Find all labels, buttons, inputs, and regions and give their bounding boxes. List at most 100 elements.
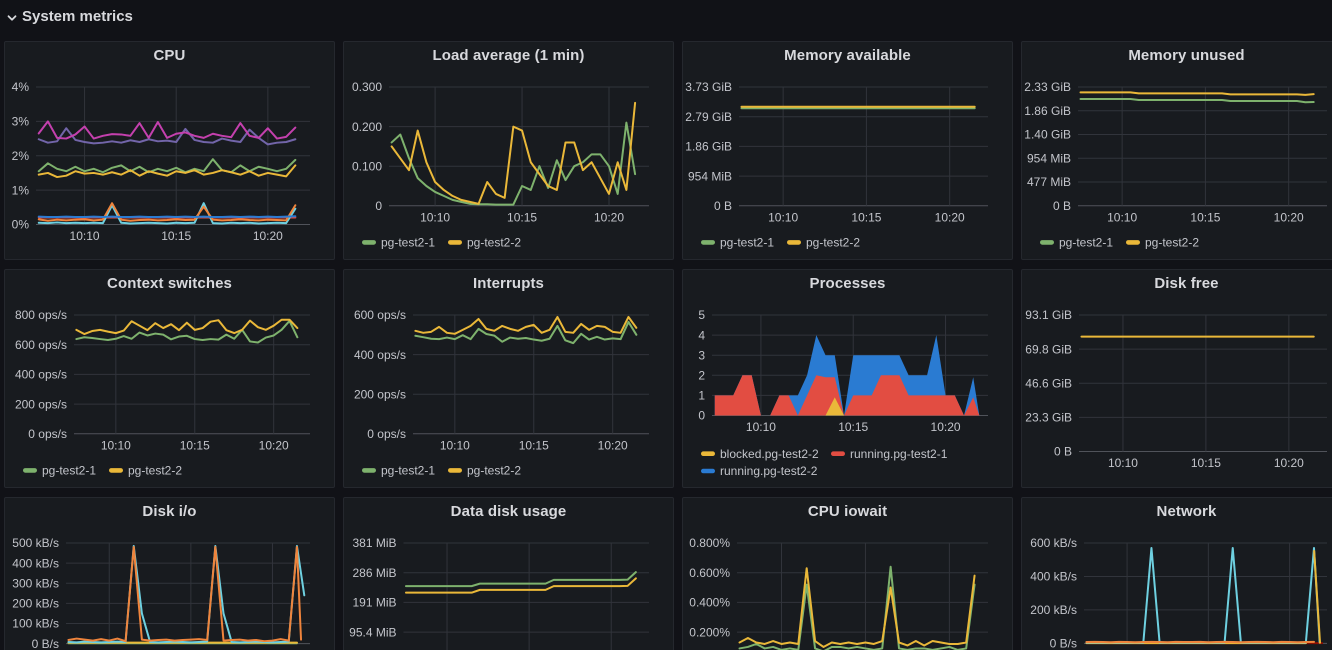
svg-text:0%: 0% xyxy=(12,218,30,232)
svg-text:477 MiB: 477 MiB xyxy=(1027,175,1071,189)
svg-text:0.400%: 0.400% xyxy=(689,596,730,610)
svg-text:0: 0 xyxy=(698,409,705,423)
svg-text:pg-test2-2: pg-test2-2 xyxy=(128,464,182,478)
svg-text:0.200%: 0.200% xyxy=(689,625,730,639)
svg-text:69.8 GiB: 69.8 GiB xyxy=(1025,342,1072,356)
svg-text:191 MiB: 191 MiB xyxy=(352,596,396,610)
svg-text:400 kB/s: 400 kB/s xyxy=(1030,570,1077,584)
svg-text:600 kB/s: 600 kB/s xyxy=(1030,536,1077,550)
svg-text:10:10: 10:10 xyxy=(70,229,100,243)
svg-text:1.40 GiB: 1.40 GiB xyxy=(1024,128,1071,142)
svg-text:10:15: 10:15 xyxy=(519,439,549,453)
svg-text:400 ops/s: 400 ops/s xyxy=(15,368,67,382)
svg-text:10:10: 10:10 xyxy=(746,420,776,434)
svg-text:pg-test2-1: pg-test2-1 xyxy=(42,464,96,478)
svg-text:200 ops/s: 200 ops/s xyxy=(354,387,406,401)
svg-text:200 kB/s: 200 kB/s xyxy=(1030,603,1077,617)
svg-text:pg-test2-2: pg-test2-2 xyxy=(806,236,860,250)
svg-text:10:10: 10:10 xyxy=(768,211,798,225)
svg-text:0.300: 0.300 xyxy=(352,80,382,94)
svg-text:954 MiB: 954 MiB xyxy=(688,169,732,183)
svg-text:10:20: 10:20 xyxy=(1274,456,1304,470)
svg-text:400 kB/s: 400 kB/s xyxy=(12,556,59,570)
svg-text:0 B: 0 B xyxy=(1053,199,1071,213)
svg-text:1.86 GiB: 1.86 GiB xyxy=(685,140,732,154)
svg-text:0 B: 0 B xyxy=(1054,445,1072,459)
svg-text:400 ops/s: 400 ops/s xyxy=(354,348,406,362)
svg-text:1.86 GiB: 1.86 GiB xyxy=(1024,104,1071,118)
svg-text:10:20: 10:20 xyxy=(257,648,287,650)
svg-text:10:10: 10:10 xyxy=(440,439,470,453)
svg-text:10:15: 10:15 xyxy=(180,439,210,453)
svg-text:2: 2 xyxy=(698,369,705,383)
svg-text:46.6 GiB: 46.6 GiB xyxy=(1025,376,1072,390)
svg-text:pg-test2-2: pg-test2-2 xyxy=(467,236,521,250)
svg-text:10:15: 10:15 xyxy=(1191,456,1221,470)
svg-text:10:15: 10:15 xyxy=(176,648,206,650)
svg-text:0 ops/s: 0 ops/s xyxy=(28,427,67,441)
svg-text:blocked.pg-test2-2: blocked.pg-test2-2 xyxy=(720,447,819,461)
svg-text:10:20: 10:20 xyxy=(931,420,961,434)
svg-text:600 ops/s: 600 ops/s xyxy=(15,338,67,352)
svg-text:286 MiB: 286 MiB xyxy=(352,566,396,580)
svg-text:10:10: 10:10 xyxy=(1108,456,1138,470)
svg-text:10:20: 10:20 xyxy=(253,229,283,243)
svg-text:10:15: 10:15 xyxy=(851,211,881,225)
svg-text:10:20: 10:20 xyxy=(259,439,289,453)
svg-text:4: 4 xyxy=(698,328,705,342)
svg-text:500 kB/s: 500 kB/s xyxy=(12,536,59,550)
svg-text:3%: 3% xyxy=(12,115,30,129)
svg-text:0 B/s: 0 B/s xyxy=(32,637,59,650)
svg-text:200 kB/s: 200 kB/s xyxy=(12,597,59,611)
svg-text:95.4 MiB: 95.4 MiB xyxy=(349,625,396,639)
svg-text:3: 3 xyxy=(698,348,705,362)
svg-text:93.1 GiB: 93.1 GiB xyxy=(1025,308,1072,322)
svg-text:10:10: 10:10 xyxy=(94,648,124,650)
svg-text:1%: 1% xyxy=(12,183,30,197)
svg-text:200 ops/s: 200 ops/s xyxy=(15,397,67,411)
svg-text:954 MiB: 954 MiB xyxy=(1027,151,1071,165)
svg-text:1: 1 xyxy=(698,389,705,403)
svg-text:running.pg-test2-1: running.pg-test2-1 xyxy=(850,447,948,461)
svg-text:4%: 4% xyxy=(12,80,30,94)
svg-text:0 B: 0 B xyxy=(714,199,732,213)
svg-text:pg-test2-1: pg-test2-1 xyxy=(381,464,435,478)
svg-text:300 kB/s: 300 kB/s xyxy=(12,576,59,590)
svg-text:10:10: 10:10 xyxy=(420,211,450,225)
svg-text:10:15: 10:15 xyxy=(1193,648,1223,650)
svg-text:10:20: 10:20 xyxy=(935,211,965,225)
svg-text:10:15: 10:15 xyxy=(161,229,191,243)
svg-text:0 B/s: 0 B/s xyxy=(1050,637,1077,650)
svg-text:pg-test2-1: pg-test2-1 xyxy=(1059,236,1113,250)
svg-text:800 ops/s: 800 ops/s xyxy=(15,308,67,322)
svg-text:2.79 GiB: 2.79 GiB xyxy=(685,110,732,124)
svg-text:23.3 GiB: 23.3 GiB xyxy=(1025,411,1072,425)
svg-text:pg-test2-2: pg-test2-2 xyxy=(1145,236,1199,250)
svg-text:10:15: 10:15 xyxy=(507,211,537,225)
svg-text:0.600%: 0.600% xyxy=(689,566,730,580)
svg-text:running.pg-test2-2: running.pg-test2-2 xyxy=(720,464,818,478)
svg-text:10:20: 10:20 xyxy=(1274,211,1304,225)
svg-text:5: 5 xyxy=(698,308,705,322)
svg-text:10:20: 10:20 xyxy=(598,439,628,453)
svg-text:0: 0 xyxy=(375,199,382,213)
svg-text:pg-test2-1: pg-test2-1 xyxy=(381,236,435,250)
svg-text:600 ops/s: 600 ops/s xyxy=(354,308,406,322)
svg-text:3.73 GiB: 3.73 GiB xyxy=(685,80,732,94)
svg-text:0.800%: 0.800% xyxy=(689,536,730,550)
svg-text:0.200: 0.200 xyxy=(352,120,382,134)
svg-text:10:10: 10:10 xyxy=(1107,211,1137,225)
svg-text:10:20: 10:20 xyxy=(594,211,624,225)
svg-text:2%: 2% xyxy=(12,149,30,163)
svg-text:10:20: 10:20 xyxy=(1275,648,1305,650)
svg-text:381 MiB: 381 MiB xyxy=(352,536,396,550)
svg-text:10:15: 10:15 xyxy=(838,420,868,434)
svg-text:10:15: 10:15 xyxy=(1190,211,1220,225)
svg-text:10:10: 10:10 xyxy=(1112,648,1142,650)
svg-text:100 kB/s: 100 kB/s xyxy=(12,617,59,631)
svg-text:10:10: 10:10 xyxy=(101,439,131,453)
svg-text:pg-test2-2: pg-test2-2 xyxy=(467,464,521,478)
svg-text:0 ops/s: 0 ops/s xyxy=(367,427,406,441)
svg-text:2.33 GiB: 2.33 GiB xyxy=(1024,80,1071,94)
svg-text:0.100: 0.100 xyxy=(352,159,382,173)
